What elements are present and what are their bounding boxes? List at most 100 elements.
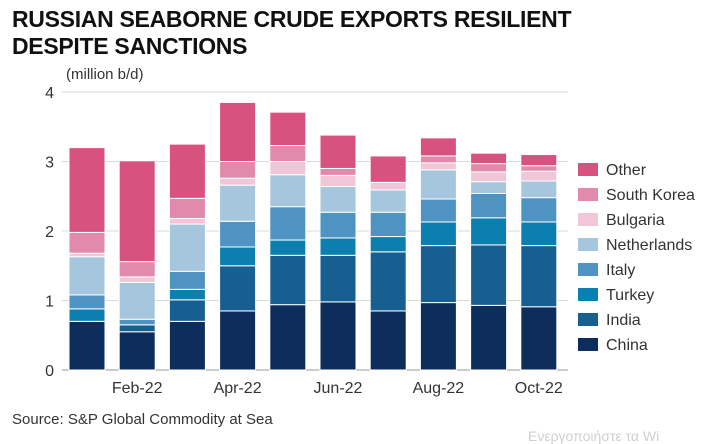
bar-segment-italy: [168, 270, 206, 290]
legend-label: Bulgaria: [606, 212, 665, 229]
bar-segment-other: [118, 160, 156, 263]
bar-segment-bulgaria: [470, 171, 508, 183]
bar-segment-china: [470, 304, 508, 371]
bar-segment-italy: [219, 220, 257, 248]
y-tick-label: 2: [45, 224, 54, 241]
bar-segment-turkey: [470, 217, 508, 246]
x-tick-label: Aug-22: [413, 380, 465, 397]
bar-segment-china: [520, 306, 558, 371]
legend-label: Turkey: [606, 287, 654, 304]
bar-segment-india: [419, 245, 457, 304]
y-tick-label: 1: [45, 294, 54, 311]
bar-segment-turkey: [219, 246, 257, 267]
bar-segment-other: [470, 152, 508, 165]
activation-watermark: Ενεργοποιήστε τα Wi: [528, 428, 660, 444]
bar-segment-turkey: [168, 288, 206, 301]
bar-segment-bulgaria: [219, 177, 257, 186]
legend-item: Netherlands: [578, 237, 692, 254]
legend-item: Bulgaria: [578, 212, 665, 229]
bar-segment-china: [419, 302, 457, 371]
bar-segment-italy: [520, 197, 558, 223]
bar-segment-italy: [369, 211, 407, 238]
bar-segment-india: [520, 245, 558, 308]
bar-segment-turkey: [419, 221, 457, 247]
bar-segment-netherlands: [520, 180, 558, 199]
bar-segment-bulgaria: [68, 252, 106, 258]
legend-label: Other: [606, 162, 647, 179]
bar-segment-india: [118, 324, 156, 333]
bar-segment-other: [369, 155, 407, 183]
bar-segment-china: [168, 320, 206, 371]
bar-segment-turkey: [269, 239, 307, 256]
bar-segment-china: [269, 304, 307, 371]
bar-segment-south-korea: [419, 155, 457, 164]
x-tick-labels: Feb-22 Apr-22 Jun-22 Aug-22 Oct-22: [112, 380, 563, 397]
bar-segment-turkey: [520, 221, 558, 247]
bar-segment-netherlands: [419, 169, 457, 200]
bar-segment-turkey: [369, 236, 407, 253]
bar-segment-other: [68, 147, 106, 233]
bar-segment-netherlands: [269, 174, 307, 208]
y-tick-label: 3: [45, 155, 54, 172]
bar-segment-south-korea: [168, 197, 206, 219]
legend-item: Turkey: [578, 287, 654, 304]
legend-label: Italy: [606, 262, 635, 279]
bar-segment-south-korea: [68, 231, 106, 254]
x-tick-label: Oct-22: [515, 380, 563, 397]
bar-segment-italy: [319, 211, 357, 239]
legend-item: South Korea: [578, 187, 695, 204]
bar-segment-italy: [470, 192, 508, 219]
y-axis-unit-label: (million b/d): [66, 66, 144, 83]
bar-segment-other: [419, 137, 457, 157]
bar-segment-south-korea: [269, 145, 307, 162]
legend-label: South Korea: [606, 187, 695, 204]
bar-segment-turkey: [319, 237, 357, 256]
bar-segment-bulgaria: [369, 181, 407, 191]
legend-label: India: [606, 312, 641, 329]
x-tick-label: Jun-22: [314, 380, 363, 397]
x-tick-label: Feb-22: [112, 380, 163, 397]
bar-segment-india: [168, 299, 206, 322]
legend-swatch: [578, 163, 598, 176]
bar-segment-china: [68, 320, 106, 371]
bar-segment-china: [118, 331, 156, 371]
bar-segment-south-korea: [118, 261, 156, 278]
bar-segment-italy: [68, 294, 106, 310]
y-tick-label: 0: [45, 363, 54, 380]
bar-segment-bulgaria: [520, 170, 558, 182]
bar-segment-turkey: [68, 308, 106, 322]
legend-swatch: [578, 288, 598, 301]
legend-label: Netherlands: [606, 237, 692, 254]
bar-segment-netherlands: [319, 186, 357, 213]
legend: Other South Korea Bulgaria Netherlands Italy…: [578, 162, 695, 354]
legend-item: China: [578, 337, 648, 354]
legend-swatch: [578, 313, 598, 326]
bar-segment-china: [319, 301, 357, 371]
bar-segment-bulgaria: [419, 162, 457, 171]
bar-segment-other: [319, 134, 357, 169]
x-tick-label: Apr-22: [214, 380, 262, 397]
legend-item: Other: [578, 162, 647, 179]
stacked-bar-chart: 0 1 2 3 4 Feb-22 Apr-22 Jun-22 Aug-22 Oct-22 Oth…: [45, 85, 695, 397]
legend-swatch: [578, 213, 598, 226]
bar-segment-india: [269, 254, 307, 306]
bar-segment-bulgaria: [319, 174, 357, 188]
bar-segment-south-korea: [319, 167, 357, 176]
bar-segment-india: [219, 265, 257, 312]
legend-swatch: [578, 238, 598, 251]
legend-swatch: [578, 188, 598, 201]
legend-item: Italy: [578, 262, 635, 279]
chart-title-line-1: RUSSIAN SEABORNE CRUDE EXPORTS RESILIENT: [12, 6, 572, 32]
bar-segment-netherlands: [369, 189, 407, 213]
legend-swatch: [578, 263, 598, 276]
bar-segment-south-korea: [520, 165, 558, 172]
bar-segment-netherlands: [168, 223, 206, 272]
bar-segment-netherlands: [470, 181, 508, 194]
y-tick-labels: 0 1 2 3 4: [45, 85, 54, 380]
bar-segment-bulgaria: [118, 276, 156, 283]
legend-item: India: [578, 312, 641, 329]
bar-segment-china: [219, 310, 257, 371]
bar-segment-other: [219, 101, 257, 163]
chart-title: RUSSIAN SEABORNE CRUDE EXPORTS RESILIENT…: [12, 6, 652, 60]
bar-segment-india: [319, 254, 357, 303]
